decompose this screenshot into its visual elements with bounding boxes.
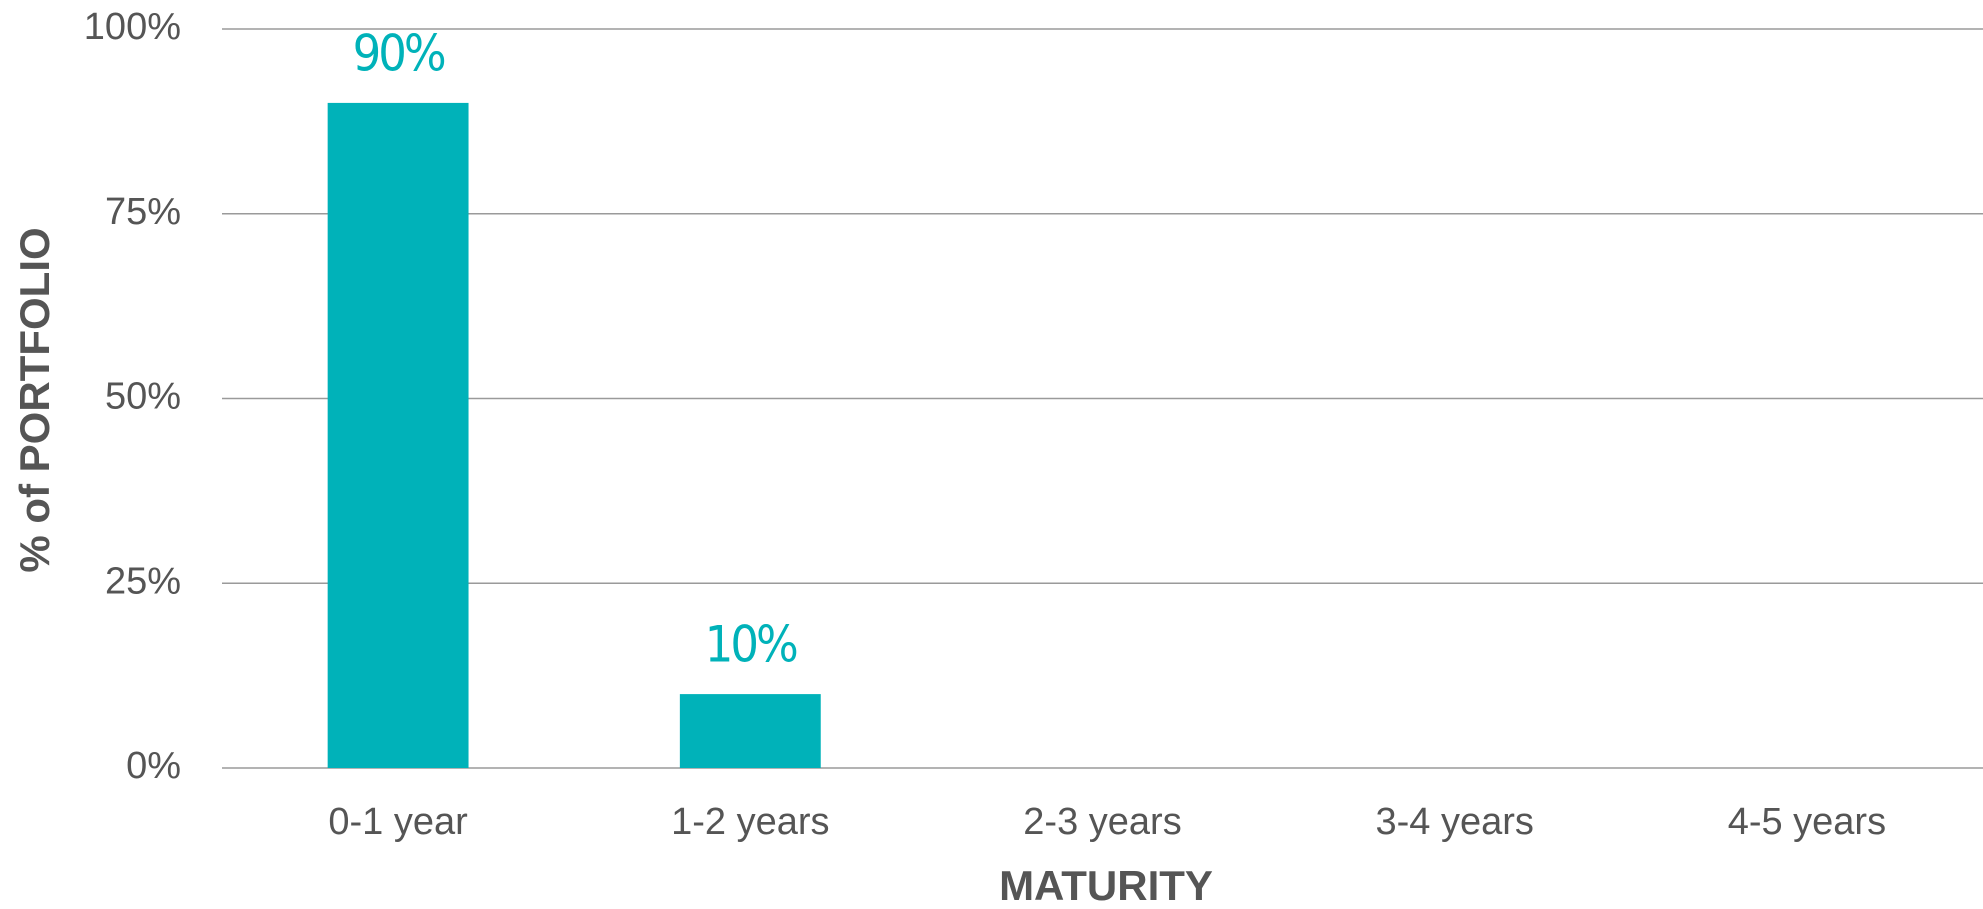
x-tick-label: 0-1 year [328,801,468,843]
y-tick-label: 75% [105,191,181,233]
y-axis-title: % of PORTFOLIO [11,227,58,572]
x-tick-label: 1-2 years [671,801,829,843]
x-tick-label: 4-5 years [1728,801,1886,843]
y-tick-label: 100% [84,6,181,48]
data-label: 10% [705,616,797,674]
x-axis-title: MATURITY [999,862,1213,909]
data-label: 90% [353,24,445,82]
y-tick-label: 0% [126,745,181,787]
y-tick-label: 25% [105,560,181,602]
x-tick-label: 3-4 years [1375,801,1533,843]
y-tick-label: 50% [105,376,181,418]
x-tick-label: 2-3 years [1023,801,1181,843]
bar [679,694,821,768]
bar [327,102,469,768]
